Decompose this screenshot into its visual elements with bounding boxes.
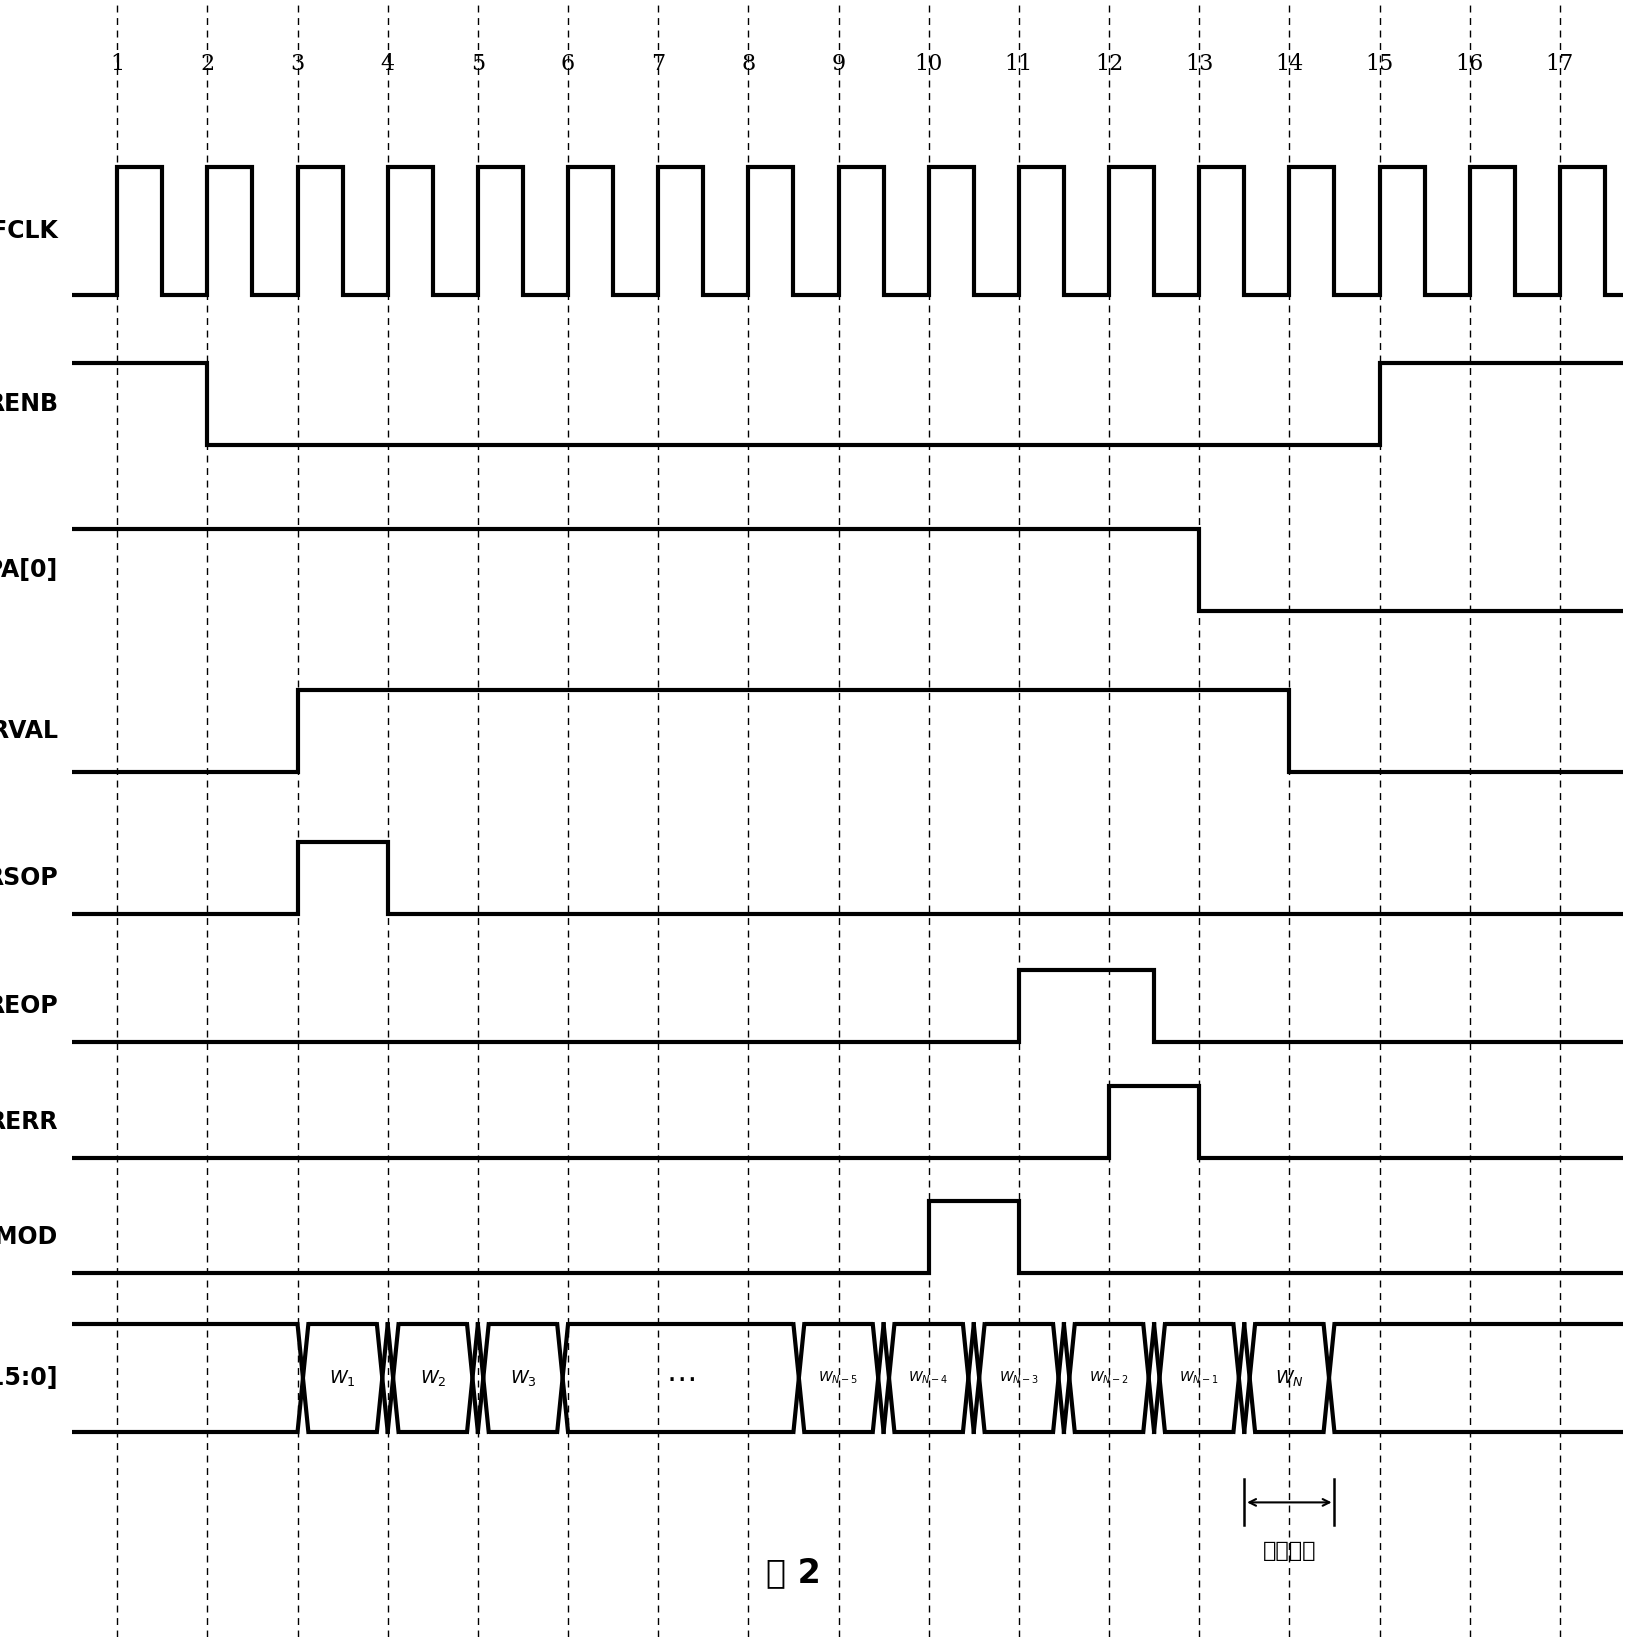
Text: RENB: RENB	[0, 391, 59, 416]
Text: RFCLK: RFCLK	[0, 219, 59, 242]
Text: $W_2$: $W_2$	[419, 1369, 446, 1388]
Text: 固定周期: 固定周期	[1262, 1540, 1317, 1562]
Text: $W_{N-5}$: $W_{N-5}$	[818, 1370, 858, 1387]
Text: 16: 16	[1455, 52, 1483, 75]
Text: 13: 13	[1185, 52, 1213, 75]
Text: 8: 8	[741, 52, 756, 75]
Text: 10: 10	[914, 52, 942, 75]
Text: $W_1$: $W_1$	[330, 1369, 356, 1388]
Text: 2: 2	[200, 52, 215, 75]
Text: 图 2: 图 2	[766, 1557, 820, 1590]
Text: 11: 11	[1005, 52, 1033, 75]
Text: 15: 15	[1366, 52, 1394, 75]
Text: 9: 9	[832, 52, 845, 75]
Text: 12: 12	[1096, 52, 1124, 75]
Text: 4: 4	[381, 52, 394, 75]
Text: 17: 17	[1546, 52, 1574, 75]
Text: $W_{N-4}$: $W_{N-4}$	[909, 1370, 949, 1387]
Text: 14: 14	[1275, 52, 1304, 75]
Text: 5: 5	[470, 52, 485, 75]
Text: RMOD: RMOD	[0, 1224, 59, 1249]
Text: 1: 1	[111, 52, 124, 75]
Text: 3: 3	[290, 52, 305, 75]
Text: REOP: REOP	[0, 994, 59, 1018]
Text: 7: 7	[652, 52, 665, 75]
Text: $W_{N-1}$: $W_{N-1}$	[1180, 1370, 1219, 1387]
Text: DRPA[0]: DRPA[0]	[0, 558, 59, 583]
Text: RSOP: RSOP	[0, 866, 59, 891]
Text: RDAT[15:0]: RDAT[15:0]	[0, 1365, 59, 1390]
Text: RVAL: RVAL	[0, 719, 59, 743]
Text: $W_{N-3}$: $W_{N-3}$	[998, 1370, 1040, 1387]
Text: RERR: RERR	[0, 1110, 59, 1134]
Text: $W_N$: $W_N$	[1275, 1369, 1304, 1388]
Text: $W_{N-2}$: $W_{N-2}$	[1089, 1370, 1129, 1387]
Text: $W_3$: $W_3$	[510, 1369, 536, 1388]
Text: $\cdots$: $\cdots$	[667, 1362, 695, 1393]
Text: 6: 6	[561, 52, 576, 75]
